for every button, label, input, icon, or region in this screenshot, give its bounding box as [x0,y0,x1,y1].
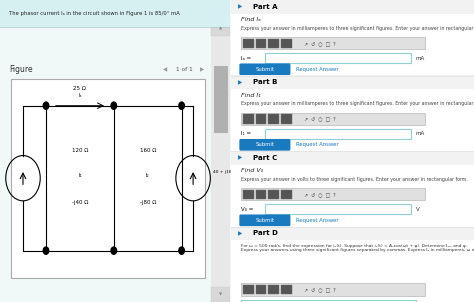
Text: Iₐ =: Iₐ = [241,56,251,61]
Bar [255,39,266,48]
Bar [265,129,411,139]
Text: ▶: ▶ [238,80,242,85]
Text: Figure: Figure [9,65,33,74]
FancyBboxPatch shape [239,214,291,226]
Bar [255,114,266,124]
Text: mA: mA [416,56,425,61]
Bar [241,188,425,201]
Bar [11,79,205,278]
Text: V₀ =: V₀ = [241,207,253,212]
Text: mA: mA [416,131,425,136]
Circle shape [111,102,117,109]
Text: ▼: ▼ [219,292,222,297]
Bar [268,190,279,199]
Bar [211,21,230,36]
Bar [211,0,230,302]
Bar [281,39,292,48]
Bar [231,226,474,302]
Bar [268,285,279,294]
Bar [231,76,474,89]
Circle shape [43,102,49,109]
Text: V₀: V₀ [0,176,1,181]
Bar [0,0,230,27]
Bar [231,76,474,151]
Bar [231,0,474,14]
Bar [281,190,292,199]
FancyBboxPatch shape [239,63,291,75]
Text: ▶: ▶ [238,4,242,9]
Bar [241,283,425,296]
Text: Find Iₐ: Find Iₐ [241,17,260,22]
Text: I₂: I₂ [146,173,150,178]
Bar [231,0,474,76]
FancyBboxPatch shape [239,139,291,151]
Text: Find V₀: Find V₀ [241,168,263,173]
Text: Part D: Part D [253,230,278,236]
Bar [265,53,411,63]
Text: ↗  ↺  ○  □  ?: ↗ ↺ ○ □ ? [304,116,336,121]
Text: Request Answer: Request Answer [297,218,339,223]
Bar [268,39,279,48]
Text: -j40 Ω: -j40 Ω [72,200,88,205]
Text: ▶: ▶ [238,155,242,160]
Text: Request Answer: Request Answer [297,142,339,147]
Text: ↗  ↺  ○  □  ?: ↗ ↺ ○ □ ? [304,192,336,197]
Bar [255,285,266,294]
Text: 40 + j160 mA: 40 + j160 mA [213,170,243,174]
Text: 160 Ω: 160 Ω [139,149,156,153]
Text: Express your answer in volts to three significant figures. Enter your answer in : Express your answer in volts to three si… [241,177,467,182]
Text: 120 Ω: 120 Ω [72,149,88,153]
Bar [243,190,254,199]
Text: Iₐ: Iₐ [78,93,82,98]
Text: 1 of 1: 1 of 1 [175,67,192,72]
Circle shape [179,102,184,109]
Text: Find I₁: Find I₁ [241,93,260,98]
Text: ▶: ▶ [200,67,204,72]
Text: Part C: Part C [253,155,277,161]
Text: I₁: I₁ [78,173,82,178]
Bar [241,37,425,50]
Text: ◀: ◀ [164,67,168,72]
Text: ▲: ▲ [219,27,222,31]
Bar [243,114,254,124]
Bar [231,151,474,165]
Bar [281,285,292,294]
Circle shape [43,247,49,254]
Text: Express your answer in milliamperes to three significant figures. Enter your ans: Express your answer in milliamperes to t… [241,26,474,31]
Text: Submit: Submit [255,142,274,147]
Bar [211,287,230,302]
Bar [241,113,425,125]
Text: Submit: Submit [255,67,274,72]
Text: Submit: Submit [255,218,274,223]
Text: V: V [416,207,419,212]
Text: Part A: Part A [253,4,277,10]
Text: Part B: Part B [253,79,277,85]
Text: ↗  ↺  ○  □  ?: ↗ ↺ ○ □ ? [304,287,336,292]
Text: I₁ =: I₁ = [241,131,251,136]
Bar [241,300,416,302]
Bar [231,151,474,226]
Bar [243,39,254,48]
Text: Request Answer: Request Answer [297,67,339,72]
Bar [231,226,474,240]
Text: -j80 Ω: -j80 Ω [139,200,156,205]
Text: 25 Ω: 25 Ω [73,85,86,91]
Text: ▶: ▶ [238,231,242,236]
Circle shape [111,247,117,254]
Text: For ω = 500 rad/s, find the expression for iₐ(t). Suppose that iₐ(t) = Aₙcos(ωt : For ω = 500 rad/s, find the expression f… [241,244,474,252]
Text: ↗  ↺  ○  □  ?: ↗ ↺ ○ □ ? [304,41,336,46]
Text: The phasor current Iₐ in the circuit shown in Figure 1 is 85/0° mA: The phasor current Iₐ in the circuit sho… [9,11,180,16]
Bar [268,114,279,124]
Bar [243,285,254,294]
Bar [281,114,292,124]
Bar [255,190,266,199]
Bar [214,66,228,133]
Bar [265,204,411,214]
Text: Express your answer in milliamperes to three significant figures. Enter your ans: Express your answer in milliamperes to t… [241,101,474,107]
Circle shape [179,247,184,254]
